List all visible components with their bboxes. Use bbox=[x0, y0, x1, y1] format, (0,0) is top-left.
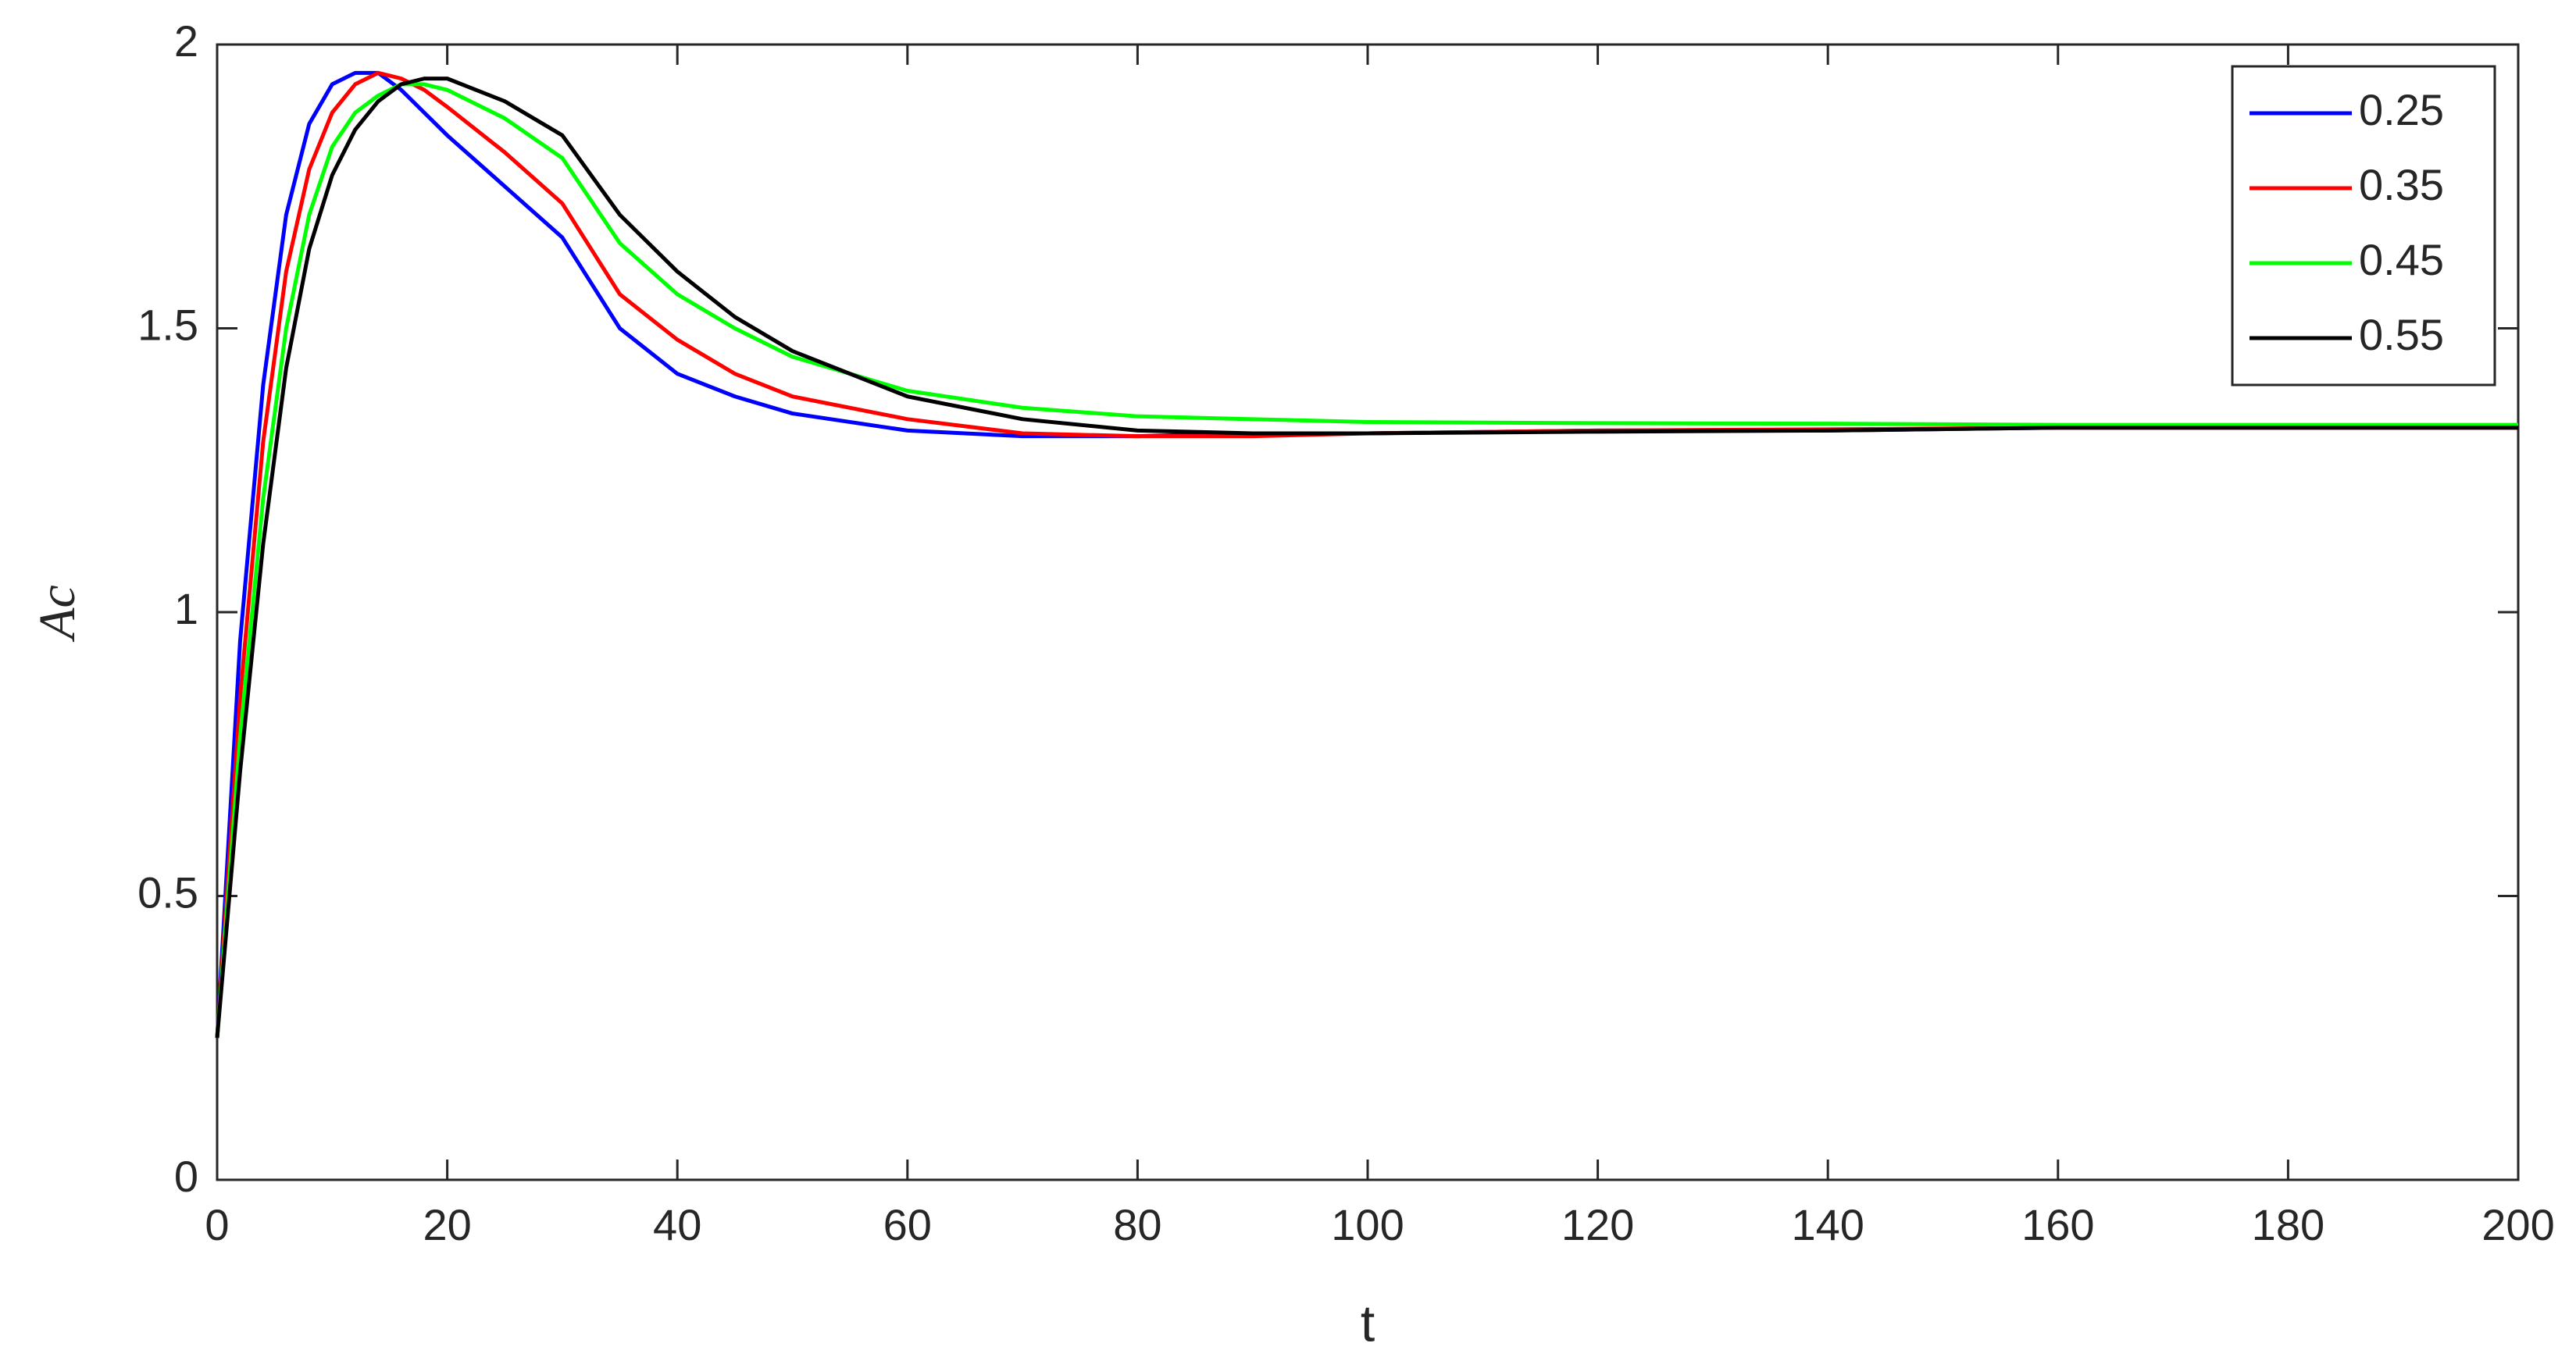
x-tick-label: 20 bbox=[423, 1200, 471, 1249]
x-tick-label: 180 bbox=[2252, 1200, 2324, 1249]
y-axis-label: Ac bbox=[29, 585, 86, 643]
y-tick-label: 1 bbox=[174, 584, 198, 633]
x-tick-label: 140 bbox=[1791, 1200, 1864, 1249]
x-tick-label: 0 bbox=[205, 1200, 229, 1249]
x-axis-label: t bbox=[1361, 1294, 1375, 1352]
legend-label: 0.35 bbox=[2359, 160, 2444, 209]
y-tick-label: 0 bbox=[174, 1152, 198, 1201]
x-tick-label: 80 bbox=[1113, 1200, 1161, 1249]
y-tick-label: 1.5 bbox=[137, 300, 198, 349]
y-tick-label: 2 bbox=[174, 16, 198, 66]
series-line bbox=[215, 82, 2518, 1038]
x-tick-label: 100 bbox=[1331, 1200, 1404, 1249]
series-line bbox=[215, 77, 2518, 1038]
x-tick-label: 60 bbox=[883, 1200, 932, 1249]
legend-label: 0.55 bbox=[2359, 310, 2444, 359]
legend-label: 0.25 bbox=[2359, 85, 2444, 134]
y-tick-label: 0.5 bbox=[137, 867, 198, 917]
x-tick-label: 160 bbox=[2021, 1200, 2094, 1249]
legend-label: 0.45 bbox=[2359, 235, 2444, 284]
x-tick-label: 120 bbox=[1561, 1200, 1634, 1249]
x-tick-label: 40 bbox=[653, 1200, 701, 1249]
legend-box bbox=[2231, 65, 2496, 387]
plot-area bbox=[216, 43, 2520, 1181]
x-tick-label: 200 bbox=[2481, 1200, 2554, 1249]
